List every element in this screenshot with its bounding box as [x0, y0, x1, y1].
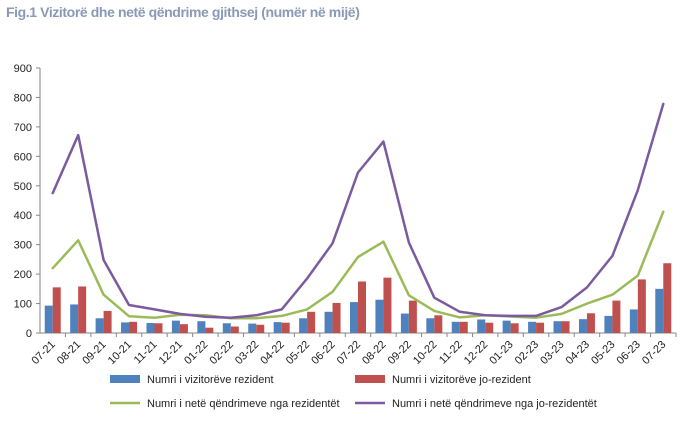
bar	[536, 322, 545, 333]
bar	[350, 302, 358, 333]
x-tick-label: 10-22	[411, 339, 439, 367]
bar	[78, 286, 87, 333]
bar	[604, 315, 613, 333]
x-tick-label: 03-23	[538, 339, 566, 367]
x-tick-label: 07-22	[335, 339, 363, 367]
x-tick-label: 10-21	[106, 339, 134, 367]
x-tick-label: 02-22	[208, 339, 236, 367]
x-tick-label: 04-22	[258, 339, 286, 367]
bar	[477, 319, 486, 333]
x-tick-label: 09-22	[386, 339, 414, 367]
x-tick-label: 12-21	[157, 339, 185, 367]
y-tick-label: 900	[14, 63, 32, 75]
x-tick-label: 05-23	[589, 339, 617, 367]
bar	[578, 319, 587, 333]
legend-label: Numri i netë qëndrimeve nga jo-rezidentë…	[392, 398, 597, 410]
bar	[553, 321, 562, 333]
bar	[485, 322, 494, 333]
bar	[121, 322, 130, 333]
y-tick-label: 100	[14, 299, 32, 311]
x-tick-label: 07-23	[640, 339, 668, 367]
bar	[129, 321, 138, 333]
bar	[528, 321, 537, 333]
chart-bars	[44, 263, 672, 333]
bar	[510, 323, 519, 333]
x-tick-label: 05-22	[284, 339, 312, 367]
y-tick-label: 400	[14, 210, 32, 222]
bar	[230, 326, 239, 333]
bar	[637, 279, 646, 333]
bar	[324, 311, 333, 333]
bar	[586, 313, 595, 333]
y-tick-label: 200	[14, 269, 32, 281]
x-tick-label: 08-22	[360, 339, 388, 367]
x-tick-label: 04-23	[564, 339, 592, 367]
bar	[146, 322, 155, 333]
legend-label: Numri i vizitorëve jo-rezident	[392, 374, 531, 386]
bar	[222, 323, 231, 333]
series-line	[51, 210, 665, 320]
legend-swatch	[110, 375, 140, 383]
chart-legend: Numri i vizitorëve rezident Numri i vizit…	[110, 374, 597, 410]
bar	[434, 315, 443, 333]
series-line	[51, 102, 665, 319]
bar	[179, 324, 188, 333]
y-tick-label: 0	[26, 328, 32, 340]
bar	[281, 322, 290, 333]
x-tick-label: 01-23	[487, 339, 515, 367]
x-tick-label: 11-21	[132, 339, 160, 367]
bar	[383, 277, 392, 333]
bar	[426, 318, 435, 333]
chart-axes: 010020030040050060070080090007-2108-2109…	[14, 63, 677, 367]
bar	[408, 300, 417, 333]
legend-label: Numri i vizitorëve rezident	[147, 374, 274, 386]
bar	[612, 300, 621, 333]
x-tick-label: 11-22	[437, 339, 465, 367]
bar	[655, 288, 664, 333]
bar	[273, 322, 282, 333]
x-tick-label: 08-21	[55, 339, 83, 367]
bar	[629, 309, 638, 333]
legend-swatch	[355, 375, 385, 383]
bar	[451, 321, 460, 333]
x-tick-label: 06-23	[615, 339, 643, 367]
bar	[70, 304, 79, 333]
x-tick-label: 06-22	[309, 339, 337, 367]
bar	[197, 321, 206, 333]
x-tick-label: 12-22	[462, 339, 490, 367]
x-tick-label: 03-22	[233, 339, 261, 367]
bar	[299, 318, 308, 333]
y-tick-label: 700	[14, 122, 32, 134]
bar	[307, 311, 316, 333]
bar	[248, 323, 257, 333]
bar	[205, 327, 214, 333]
bar	[502, 320, 511, 333]
bar	[400, 313, 409, 333]
bar	[561, 321, 570, 333]
bar	[256, 324, 265, 333]
bar	[52, 287, 61, 333]
y-tick-label: 800	[14, 92, 32, 104]
bar	[44, 305, 53, 333]
y-tick-label: 300	[14, 240, 32, 252]
x-tick-label: 01-22	[182, 339, 210, 367]
bar	[459, 321, 468, 333]
x-tick-label: 07-21	[29, 339, 57, 367]
chart-lines	[51, 102, 665, 320]
bar	[103, 310, 112, 333]
chart-title: Fig.1 Vizitorë dhe netë qëndrime gjithse…	[6, 4, 360, 20]
bar	[171, 320, 180, 333]
x-tick-label: 09-21	[80, 339, 108, 367]
bar	[375, 299, 384, 333]
x-tick-label: 02-23	[513, 339, 541, 367]
bar	[332, 302, 341, 333]
y-tick-label: 600	[14, 151, 32, 163]
y-tick-label: 500	[14, 181, 32, 193]
bar	[358, 281, 366, 333]
legend-label: Numri i netë qëndrimeve nga rezidentët	[147, 398, 340, 410]
bar	[154, 323, 163, 333]
bar	[95, 318, 104, 333]
bar	[663, 263, 672, 333]
